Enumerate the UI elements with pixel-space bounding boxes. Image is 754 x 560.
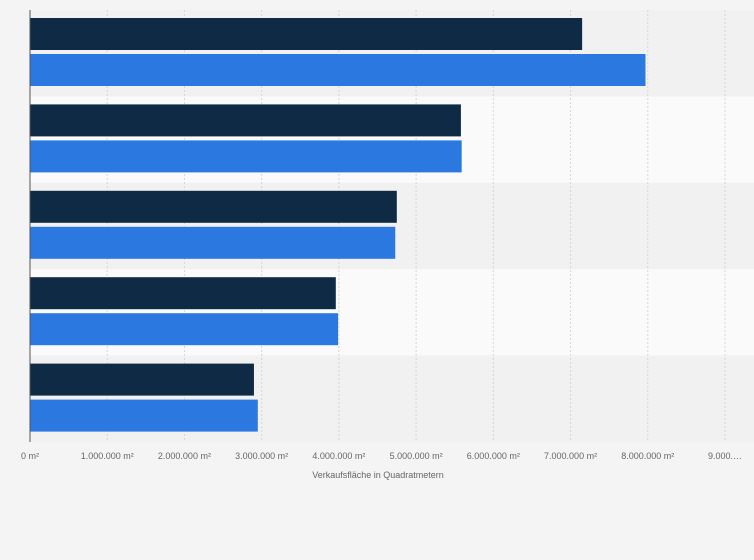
bar[interactable]: [30, 190, 397, 223]
bar[interactable]: [30, 140, 462, 173]
x-tick-label: 7.000.000 m²: [544, 451, 597, 461]
x-tick-label: 9.000.…: [708, 451, 742, 461]
bar[interactable]: [30, 313, 339, 346]
x-tick-label: 4.000.000 m²: [312, 451, 365, 461]
bar[interactable]: [30, 54, 646, 86]
x-tick-label: 1.000.000 m²: [81, 451, 134, 461]
bar[interactable]: [30, 399, 258, 432]
x-tick-label: 8.000.000 m²: [621, 451, 674, 461]
x-tick-label: 0 m²: [21, 451, 39, 461]
x-axis-ticks: 0 m² 1.000.000 m² 2.000.000 m² 3.000.000 m²…: [21, 451, 742, 461]
x-tick-label: 2.000.000 m²: [158, 451, 211, 461]
x-tick-label: 6.000.000 m²: [467, 451, 520, 461]
bar[interactable]: [30, 18, 583, 50]
x-axis-title: Verkaufsfläche in Quadratmetern: [312, 470, 444, 480]
bar[interactable]: [30, 277, 336, 310]
x-tick-label: 5.000.000 m²: [390, 451, 443, 461]
bar[interactable]: [30, 363, 254, 396]
bars: [30, 18, 646, 432]
bar[interactable]: [30, 104, 461, 137]
x-tick-label: 3.000.000 m²: [235, 451, 288, 461]
bar[interactable]: [30, 226, 396, 259]
